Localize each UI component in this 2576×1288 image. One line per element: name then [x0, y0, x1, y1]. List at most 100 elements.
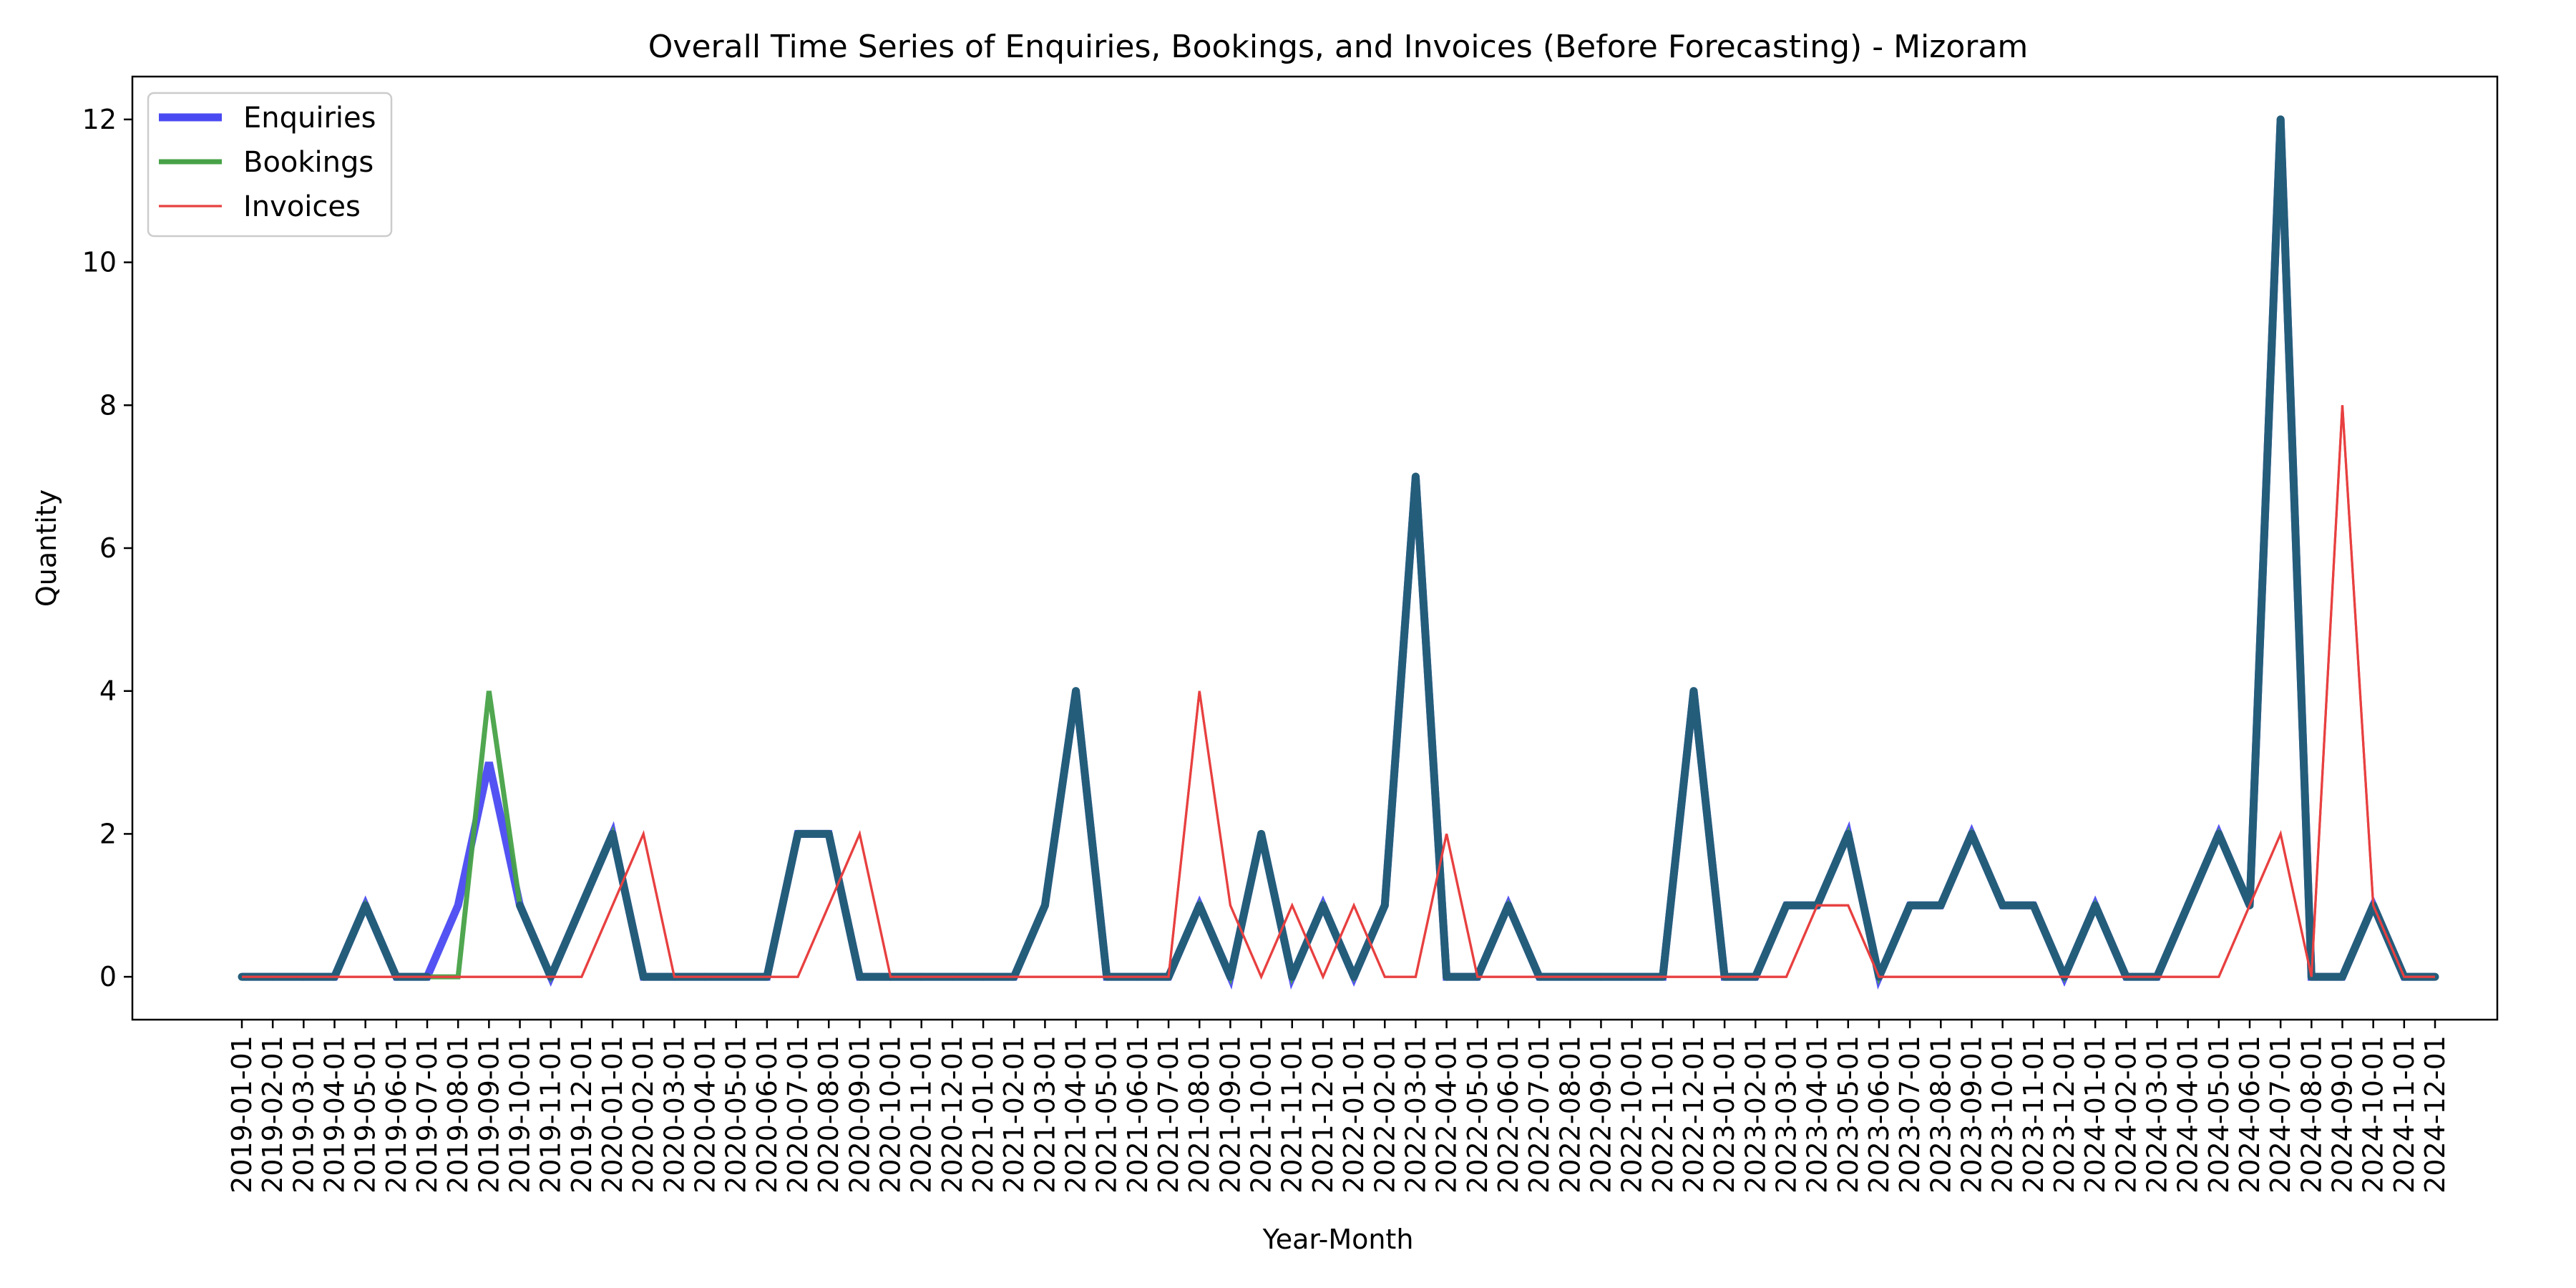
x-tick-label: 2022-01-01	[1338, 1035, 1370, 1194]
series-invoices-line	[242, 405, 2435, 980]
overlap-segment	[1813, 829, 1853, 909]
x-tick-label: 2020-08-01	[813, 1035, 844, 1194]
x-tick-label: 2021-12-01	[1307, 1035, 1339, 1194]
x-tick-label: 2024-10-01	[2358, 1035, 2389, 1194]
x-tick-label: 2024-09-01	[2326, 1035, 2358, 1194]
x-tick-label: 2022-02-01	[1369, 1035, 1400, 1194]
x-tick-label: 2024-08-01	[2296, 1035, 2327, 1194]
legend: Enquiries Bookings Invoices	[147, 92, 393, 238]
y-tick-label: 8	[99, 389, 117, 421]
x-tick-label: 2024-07-01	[2265, 1035, 2296, 1194]
overlap-segment	[516, 901, 555, 981]
x-tick-label: 2024-12-01	[2419, 1035, 2451, 1194]
x-tick-label: 2019-03-01	[288, 1035, 319, 1194]
y-tick-label: 0	[99, 961, 117, 992]
x-tick-label: 2020-04-01	[690, 1035, 721, 1194]
y-tick-label: 12	[82, 104, 117, 135]
overlap-segment	[1689, 687, 1729, 981]
x-tick-label: 2022-04-01	[1431, 1035, 1463, 1194]
overlap-segment	[1967, 829, 2007, 909]
x-tick-label: 2019-06-01	[381, 1035, 412, 1194]
y-tick-label: 2	[99, 818, 117, 849]
x-tick-label: 2022-11-01	[1647, 1035, 1679, 1194]
x-tick-label: 2019-09-01	[473, 1035, 504, 1194]
overlap-segment	[2091, 901, 2130, 981]
x-tick-label: 2021-11-01	[1277, 1035, 1308, 1194]
x-tick-label: 2020-03-01	[658, 1035, 690, 1194]
x-tick-label: 2021-10-01	[1246, 1035, 1277, 1194]
y-tick-label: 10	[82, 247, 117, 278]
overlap-segment	[577, 829, 617, 909]
x-tick-label: 2023-12-01	[2049, 1035, 2080, 1194]
legend-label-enquiries: Enquiries	[243, 102, 376, 135]
y-axis: 0 2 4 6 8 10 12	[82, 104, 132, 992]
x-tick-label: 2024-02-01	[2110, 1035, 2142, 1194]
x-tick-label: 2023-08-01	[1925, 1035, 1956, 1194]
x-axis: 2019-01-01 2019-02-01 2019-03-01 2019-04-01…	[226, 1020, 2451, 1194]
overlap-segment	[1504, 901, 1543, 981]
x-axis-label: Year-Month	[1262, 1224, 1414, 1255]
x-tick-label: 2022-12-01	[1678, 1035, 1709, 1194]
overlap-segment	[2152, 901, 2192, 981]
x-tick-label: 2023-05-01	[1833, 1035, 1864, 1194]
legend-label-invoices: Invoices	[243, 190, 361, 223]
x-tick-label: 2023-04-01	[1802, 1035, 1833, 1194]
x-tick-label: 2023-11-01	[2018, 1035, 2049, 1194]
x-tick-label: 2020-02-01	[628, 1035, 659, 1194]
overlap-segment	[1659, 687, 1698, 981]
x-tick-label: 2021-05-01	[1091, 1035, 1123, 1194]
x-tick-label: 2023-01-01	[1709, 1035, 1740, 1194]
x-tick-label: 2019-11-01	[535, 1035, 567, 1194]
x-tick-label: 2020-01-01	[597, 1035, 628, 1194]
series-enquiries-line	[242, 119, 2435, 990]
overlap-segment	[2184, 829, 2223, 909]
overlap-segment	[763, 829, 802, 981]
x-tick-label: 2019-08-01	[442, 1035, 474, 1194]
overlap-segment	[1195, 901, 1234, 981]
overlap-segment	[1072, 687, 1111, 981]
plot-area	[131, 75, 2499, 1021]
x-tick-label: 2024-06-01	[2234, 1035, 2265, 1194]
x-tick-label: 2022-07-01	[1523, 1035, 1555, 1194]
x-tick-label: 2019-12-01	[566, 1035, 597, 1194]
overlap-segment	[2276, 115, 2316, 981]
overlap-segment	[1380, 472, 1420, 909]
overlap-segment	[547, 901, 586, 981]
x-tick-label: 2022-06-01	[1493, 1035, 1524, 1194]
x-tick-label: 2021-07-01	[1153, 1035, 1184, 1194]
overlap-segment	[1226, 829, 1266, 981]
legend-label-bookings: Bookings	[243, 146, 374, 179]
overlap-segment	[824, 829, 864, 981]
overlap-segment	[1040, 687, 1080, 909]
series-bookings-line	[242, 119, 2435, 985]
chart-title: Overall Time Series of Enquiries, Bookin…	[648, 29, 2028, 65]
overlap-segment	[361, 901, 401, 981]
overlap-segment	[1936, 829, 1976, 909]
overlap-segment	[1751, 901, 1790, 981]
x-tick-label: 2023-07-01	[1894, 1035, 1926, 1194]
x-tick-label: 2023-10-01	[1987, 1035, 2019, 1194]
overlap-segment	[1875, 901, 1914, 981]
x-tick-label: 2021-03-01	[1029, 1035, 1060, 1194]
x-tick-label: 2019-10-01	[504, 1035, 536, 1194]
legend-box	[147, 92, 393, 238]
overlap-segment	[1411, 472, 1451, 981]
x-tick-label: 2021-09-01	[1214, 1035, 1246, 1194]
x-tick-label: 2024-01-01	[2079, 1035, 2111, 1194]
overlap-segment	[331, 901, 370, 981]
overlap-segment	[1164, 901, 1204, 981]
x-tick-label: 2021-04-01	[1060, 1035, 1092, 1194]
x-tick-label: 2021-06-01	[1122, 1035, 1153, 1194]
y-axis-label: Quantity	[31, 489, 62, 607]
x-tick-label: 2019-01-01	[226, 1035, 258, 1194]
x-tick-label: 2024-05-01	[2203, 1035, 2235, 1194]
x-tick-label: 2021-01-01	[967, 1035, 999, 1194]
overlap-segment	[1473, 901, 1513, 981]
series-invoices-line-top	[242, 405, 2435, 980]
overlap-segment	[1010, 901, 1049, 981]
series-lines	[238, 115, 2439, 990]
x-tick-label: 2021-08-01	[1184, 1035, 1215, 1194]
x-tick-label: 2024-04-01	[2172, 1035, 2204, 1194]
x-tick-label: 2021-02-01	[998, 1035, 1030, 1194]
